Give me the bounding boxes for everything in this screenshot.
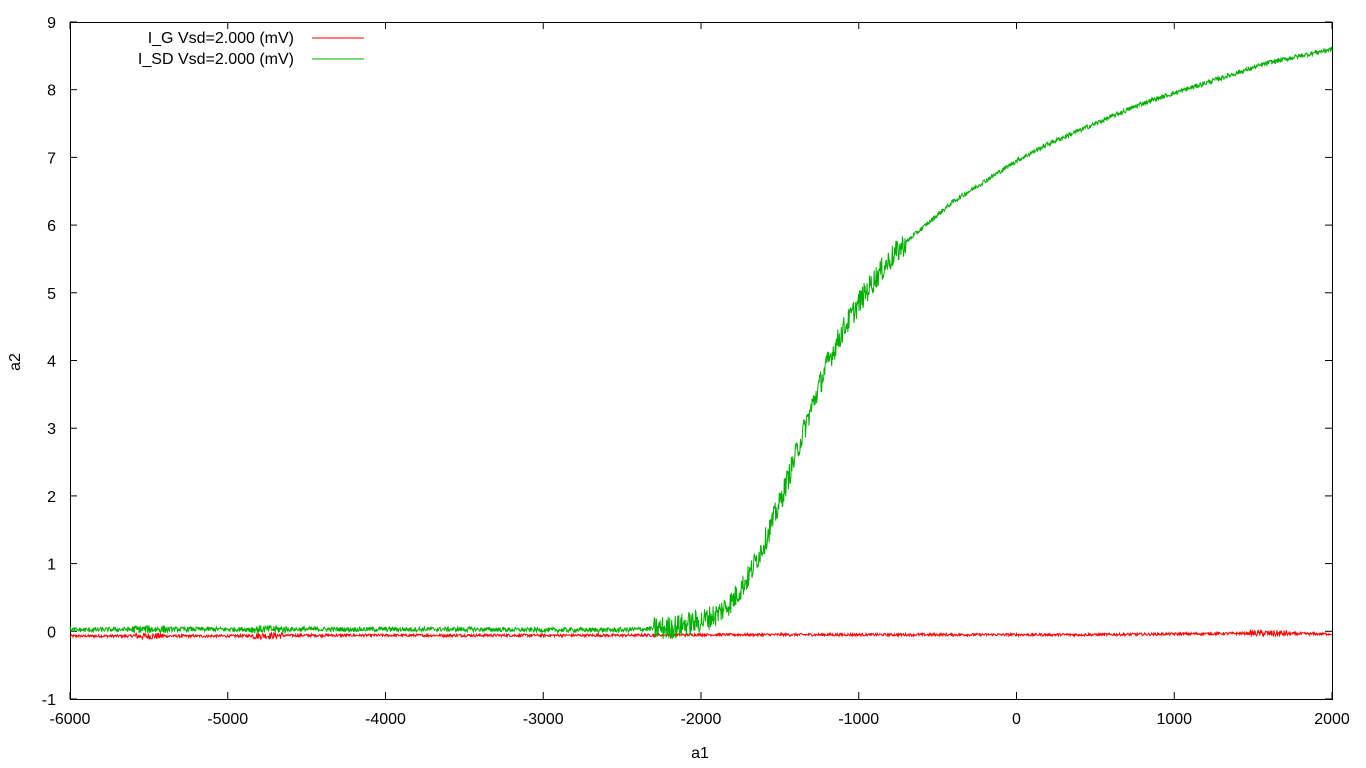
y-tick-label: 8 xyxy=(47,83,56,100)
legend-label: I_G Vsd=2.000 (mV) xyxy=(148,30,294,47)
x-axis-label: a1 xyxy=(691,745,709,762)
y-tick-label: 9 xyxy=(47,15,56,32)
x-tick-label: -6000 xyxy=(50,711,91,728)
y-tick-label: 6 xyxy=(47,218,56,235)
y-axis-label: a2 xyxy=(7,353,24,371)
x-tick-label: -2000 xyxy=(681,711,722,728)
x-tick-label: -5000 xyxy=(207,711,248,728)
series-i-sd-line xyxy=(69,46,1333,640)
x-tick-label: 0 xyxy=(1012,711,1021,728)
y-tick-label: 2 xyxy=(47,489,56,506)
x-tick-label: -1000 xyxy=(838,711,879,728)
y-tick-label: 1 xyxy=(47,557,56,574)
y-tick-label: 4 xyxy=(47,354,56,371)
y-tick-label: 7 xyxy=(47,150,56,167)
legend-label: I_SD Vsd=2.000 (mV) xyxy=(138,51,294,68)
y-tick-label: 5 xyxy=(47,286,56,303)
plot-frame xyxy=(70,22,1333,700)
axis-ticks xyxy=(69,21,1333,700)
legend: I_G Vsd=2.000 (mV) I_SD Vsd=2.000 (mV) xyxy=(138,30,364,68)
series-layer xyxy=(69,46,1333,641)
series-i-g-line xyxy=(69,628,1333,641)
y-tick-label: -1 xyxy=(42,692,56,709)
y-tick-label: 0 xyxy=(47,624,56,641)
axis-tick-labels: -6000 -5000 -4000 -3000 -2000 -1000 0 1000 2000 -… xyxy=(42,15,1350,728)
y-tick-label: 3 xyxy=(47,421,56,438)
x-tick-label: 2000 xyxy=(1314,711,1350,728)
x-tick-label: -3000 xyxy=(523,711,564,728)
x-tick-label: 1000 xyxy=(1156,711,1192,728)
x-tick-label: -4000 xyxy=(365,711,406,728)
